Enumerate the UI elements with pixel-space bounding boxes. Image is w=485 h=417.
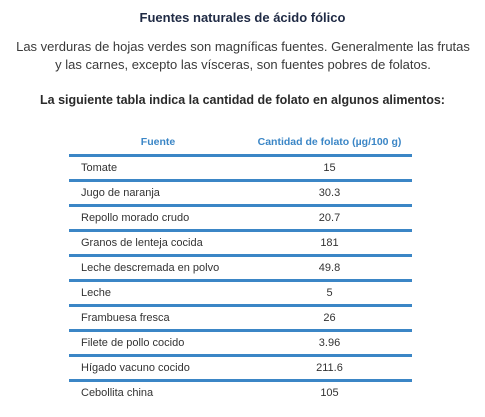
food-cell: Leche descremada en polvo	[81, 262, 220, 274]
folate-value-cell: 105	[320, 387, 339, 399]
folate-table: Fuente Cantidad de folato (µg/100 g) Tom…	[69, 130, 412, 404]
column-header-source: Fuente	[140, 136, 176, 148]
folate-value-cell: 49.8	[318, 262, 341, 274]
table-row: Tomate 15	[69, 157, 412, 182]
food-cell: Tomate	[81, 162, 118, 174]
table-row: Jugo de naranja 30.3	[69, 182, 412, 207]
table-row: Leche 5	[69, 282, 412, 307]
table-row: Cebollita china 105	[69, 382, 412, 404]
food-cell: Repollo morado crudo	[81, 212, 190, 224]
food-cell: Hígado vacuno cocido	[81, 362, 190, 374]
table-row: Hígado vacuno cocido 211.6	[69, 357, 412, 382]
table-caption: La siguiente tabla indica la cantidad de…	[40, 93, 445, 107]
food-cell: Cebollita china	[81, 387, 154, 399]
folate-value-cell: 211.6	[316, 362, 343, 374]
folate-value-cell: 15	[323, 162, 336, 174]
food-cell: Filete de pollo cocido	[81, 337, 185, 349]
intro-paragraph: Las verduras de hojas verdes son magnífi…	[16, 39, 470, 72]
food-cell: Leche	[81, 287, 111, 299]
column-header-amount: Cantidad de folato (µg/100 g)	[257, 136, 402, 148]
table-row: Frambuesa fresca 26	[69, 307, 412, 332]
food-cell: Frambuesa fresca	[81, 312, 170, 324]
table-row: Granos de lenteja cocida 181	[69, 232, 412, 257]
table-row: Repollo morado crudo 20.7	[69, 207, 412, 232]
food-cell: Jugo de naranja	[81, 187, 160, 199]
folate-value-cell: 5	[326, 287, 333, 299]
food-cell: Granos de lenteja cocida	[81, 237, 203, 249]
folate-value-cell: 3.96	[318, 337, 341, 349]
folate-value-cell: 26	[323, 312, 336, 324]
table-row: Filete de pollo cocido 3.96	[69, 332, 412, 357]
table-header-row: Fuente Cantidad de folato (µg/100 g)	[69, 130, 412, 157]
folate-value-cell: 20.7	[318, 212, 341, 224]
folate-value-cell: 30.3	[318, 187, 341, 199]
table-row: Leche descremada en polvo 49.8	[69, 257, 412, 282]
folate-value-cell: 181	[320, 237, 339, 249]
page-title: Fuentes naturales de ácido fólico	[139, 10, 346, 25]
